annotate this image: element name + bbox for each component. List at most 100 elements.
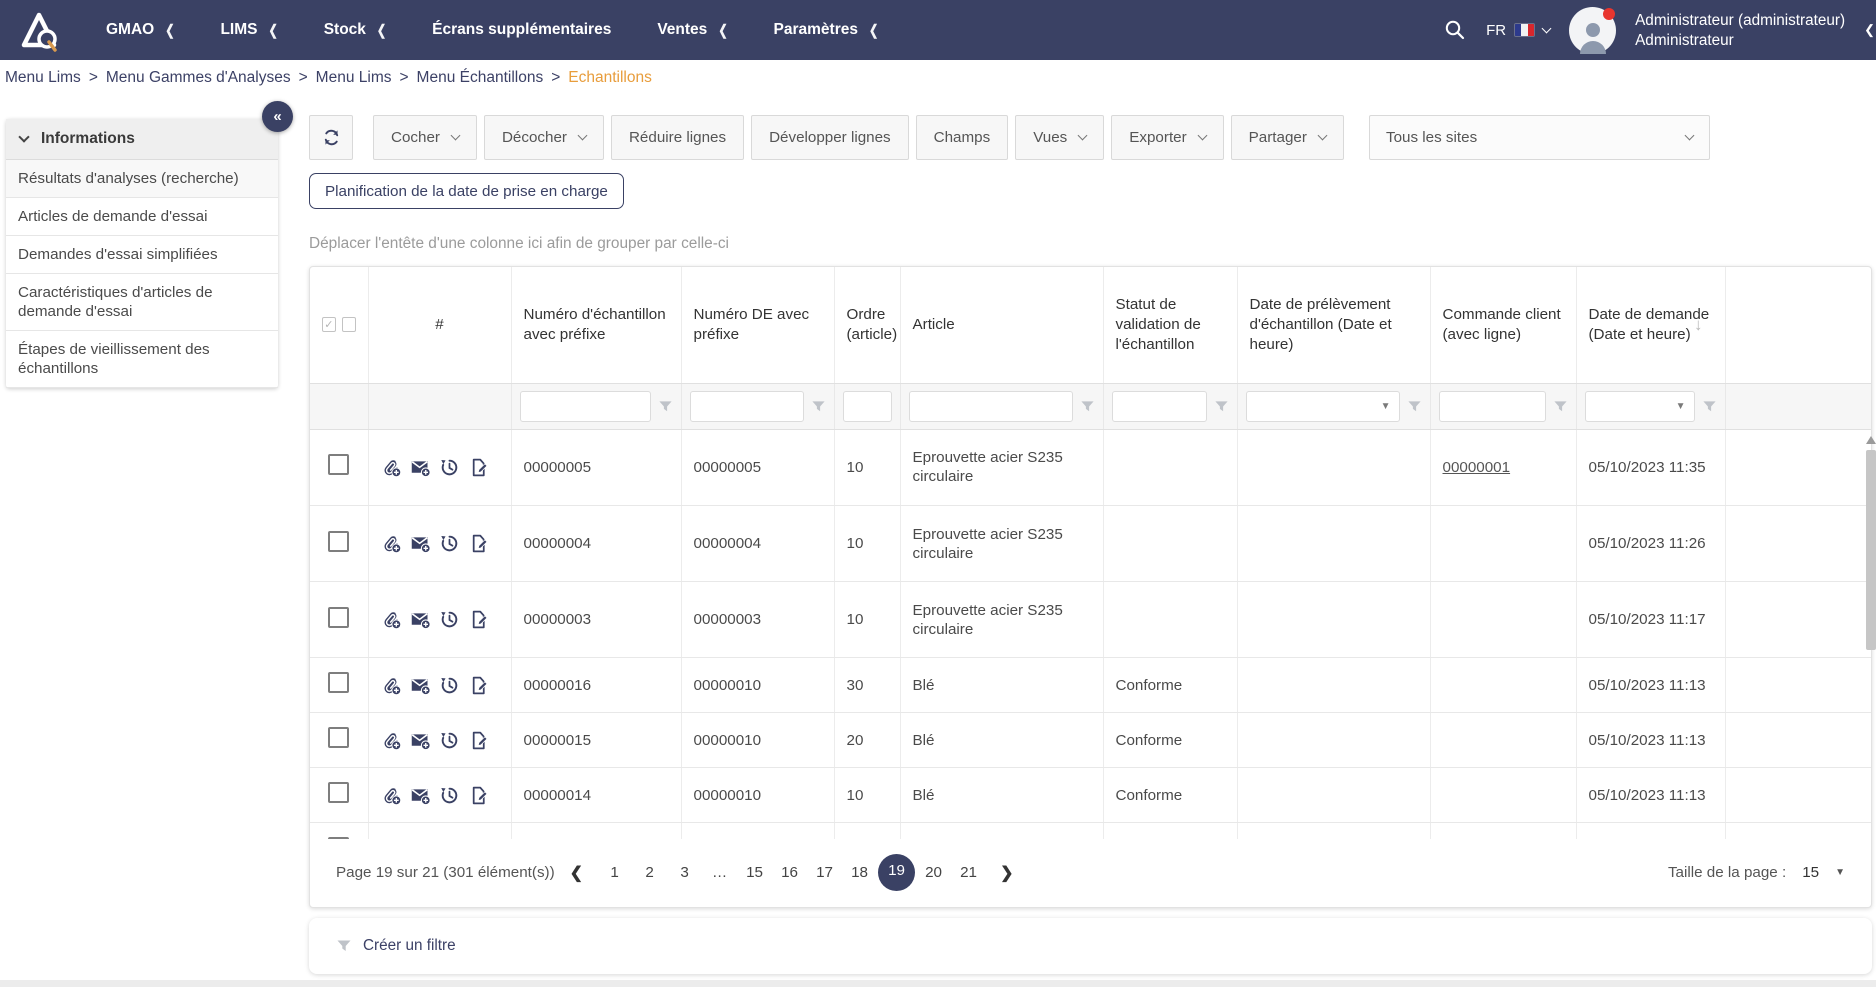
sidebar-item-caracteristiques-d-articles-de-demande-d-essai[interactable]: Caractéristiques d'articles de demande d… [6,274,278,331]
page-scrollbar[interactable] [1866,436,1876,676]
breadcrumb-link[interactable]: Menu Lims [5,69,81,87]
refresh-button[interactable] [309,115,353,160]
search-icon[interactable] [1443,18,1467,42]
filter-input-article[interactable] [909,391,1073,422]
decocher-button[interactable]: Décocher [484,115,604,160]
filter-combo-date-demande[interactable]: ▼ [1585,391,1695,422]
row-checkbox[interactable] [328,727,349,748]
select-all-checkbox-checked[interactable]: ✓ [322,317,336,332]
filter-combo-date-prelevement[interactable]: ▼ [1246,391,1400,422]
page-number-16[interactable]: 16 [773,862,806,883]
cocher-button[interactable]: Cocher [373,115,477,160]
nav-item-gmao[interactable]: GMAO❮ [106,21,174,39]
filter-input-numero-echantillon[interactable] [520,391,651,422]
nav-item-ventes[interactable]: Ventes❮ [657,21,727,39]
column-header-actions[interactable]: # [368,267,511,383]
history-icon[interactable] [439,609,460,630]
attach-add-icon[interactable] [381,533,402,554]
chevron-left-icon[interactable]: ❮ [1864,22,1875,38]
page-number-18[interactable]: 18 [843,862,876,883]
mail-add-icon[interactable] [410,457,431,478]
column-header-statut[interactable]: Statut de validation de l'échantillon [1103,267,1237,383]
funnel-icon[interactable] [658,399,673,414]
exporter-button[interactable]: Exporter [1111,115,1223,160]
reduire-lignes-button[interactable]: Réduire lignes [611,115,744,160]
filter-input-ordre[interactable] [843,391,892,422]
commande-client-link[interactable]: 00000001 [1443,459,1511,476]
column-header-commande-client[interactable]: Commande client (avec ligne) [1430,267,1576,383]
sidebar-item-resultats-d-analyses-recherche[interactable]: Résultats d'analyses (recherche) [6,160,278,198]
page-number-19[interactable]: 19 [878,854,915,891]
page-size-value[interactable]: 15 [1802,864,1819,881]
page-number-1[interactable]: 1 [598,862,631,883]
breadcrumb-link[interactable]: Menu Lims [316,69,392,87]
site-filter-select[interactable]: Tous les sites [1369,115,1710,160]
select-all-checkbox[interactable] [342,317,356,332]
row-checkbox[interactable] [328,672,349,693]
column-header-date-prelevement[interactable]: Date de prélèvement d'échantillon (Date … [1237,267,1430,383]
history-icon[interactable] [439,457,460,478]
nav-item-stock[interactable]: Stock❮ [324,21,386,39]
column-header-numero-echantillon[interactable]: Numéro d'échantillon avec préfixe [511,267,681,383]
partager-button[interactable]: Partager [1231,115,1344,160]
page-number-15[interactable]: 15 [738,862,771,883]
row-checkbox[interactable] [328,782,349,803]
column-header-date-demande[interactable]: Date de demande (Date et heure) ↓ [1576,267,1725,383]
column-header-ordre[interactable]: Ordre (article) [834,267,900,383]
attach-add-icon[interactable] [381,675,402,696]
row-checkbox[interactable] [328,531,349,552]
language-selector[interactable]: FR [1486,22,1550,39]
edit-document-icon[interactable] [468,609,489,630]
page-number-17[interactable]: 17 [808,862,841,883]
mail-add-icon[interactable] [410,609,431,630]
sidebar-item-demandes-d-essai-simplifiees[interactable]: Demandes d'essai simplifiées [6,236,278,274]
filter-input-numero-de[interactable] [690,391,804,422]
mail-add-icon[interactable] [410,730,431,751]
attach-add-icon[interactable] [381,785,402,806]
row-checkbox[interactable] [328,607,349,628]
attach-add-icon[interactable] [381,609,402,630]
history-icon[interactable] [439,533,460,554]
page-number-3[interactable]: 3 [668,862,701,883]
nav-item-lims[interactable]: LIMS❮ [220,21,277,39]
chevron-down-icon[interactable]: ▼ [1835,867,1845,878]
funnel-icon[interactable] [1702,399,1717,414]
breadcrumb-link[interactable]: Menu Échantillons [417,69,544,87]
row-checkbox[interactable] [328,454,349,475]
sidebar-collapse-button[interactable]: « [262,101,293,132]
page-number-20[interactable]: 20 [917,862,950,883]
table-body-viewport[interactable]: 000000050000000510Eprouvette acier S235 … [310,430,1871,839]
nav-item-ecrans-supplementaires[interactable]: Écrans supplémentaires [432,21,611,39]
funnel-icon[interactable] [1407,399,1422,414]
scroll-up-arrow-icon[interactable] [1866,436,1876,444]
funnel-icon[interactable] [1553,399,1568,414]
row-checkbox[interactable] [328,837,349,839]
sidebar-header-informations[interactable]: Informations [6,119,278,160]
mail-add-icon[interactable] [410,785,431,806]
edit-document-icon[interactable] [468,457,489,478]
breadcrumb-link[interactable]: Menu Gammes d'Analyses [106,69,291,87]
attach-add-icon[interactable] [381,730,402,751]
filter-input-commande-client[interactable] [1439,391,1546,422]
funnel-icon[interactable] [1080,399,1095,414]
user-menu[interactable]: Administrateur (administrateur) Administ… [1635,12,1845,49]
history-icon[interactable] [439,730,460,751]
nav-item-parametres[interactable]: Paramètres❮ [774,21,879,39]
mail-add-icon[interactable] [410,533,431,554]
history-icon[interactable] [439,675,460,696]
sidebar-item-etapes-de-vieillissement-des-echantillons[interactable]: Étapes de vieillissement des échantillon… [6,331,278,388]
page-number-21[interactable]: 21 [952,862,985,883]
filter-input-statut[interactable] [1112,391,1207,422]
page-number-2[interactable]: 2 [633,862,666,883]
previous-page-button[interactable]: ❮ [570,863,583,883]
column-header-numero-de[interactable]: Numéro DE avec préfixe [681,267,834,383]
user-avatar[interactable] [1569,7,1616,54]
attach-add-icon[interactable] [381,457,402,478]
create-filter-bar[interactable]: Créer un filtre [309,918,1872,974]
funnel-icon[interactable] [1214,399,1229,414]
edit-document-icon[interactable] [468,675,489,696]
next-page-button[interactable]: ❯ [1000,863,1013,883]
edit-document-icon[interactable] [468,730,489,751]
funnel-icon[interactable] [811,399,826,414]
breadcrumb-current[interactable]: Echantillons [568,69,652,87]
